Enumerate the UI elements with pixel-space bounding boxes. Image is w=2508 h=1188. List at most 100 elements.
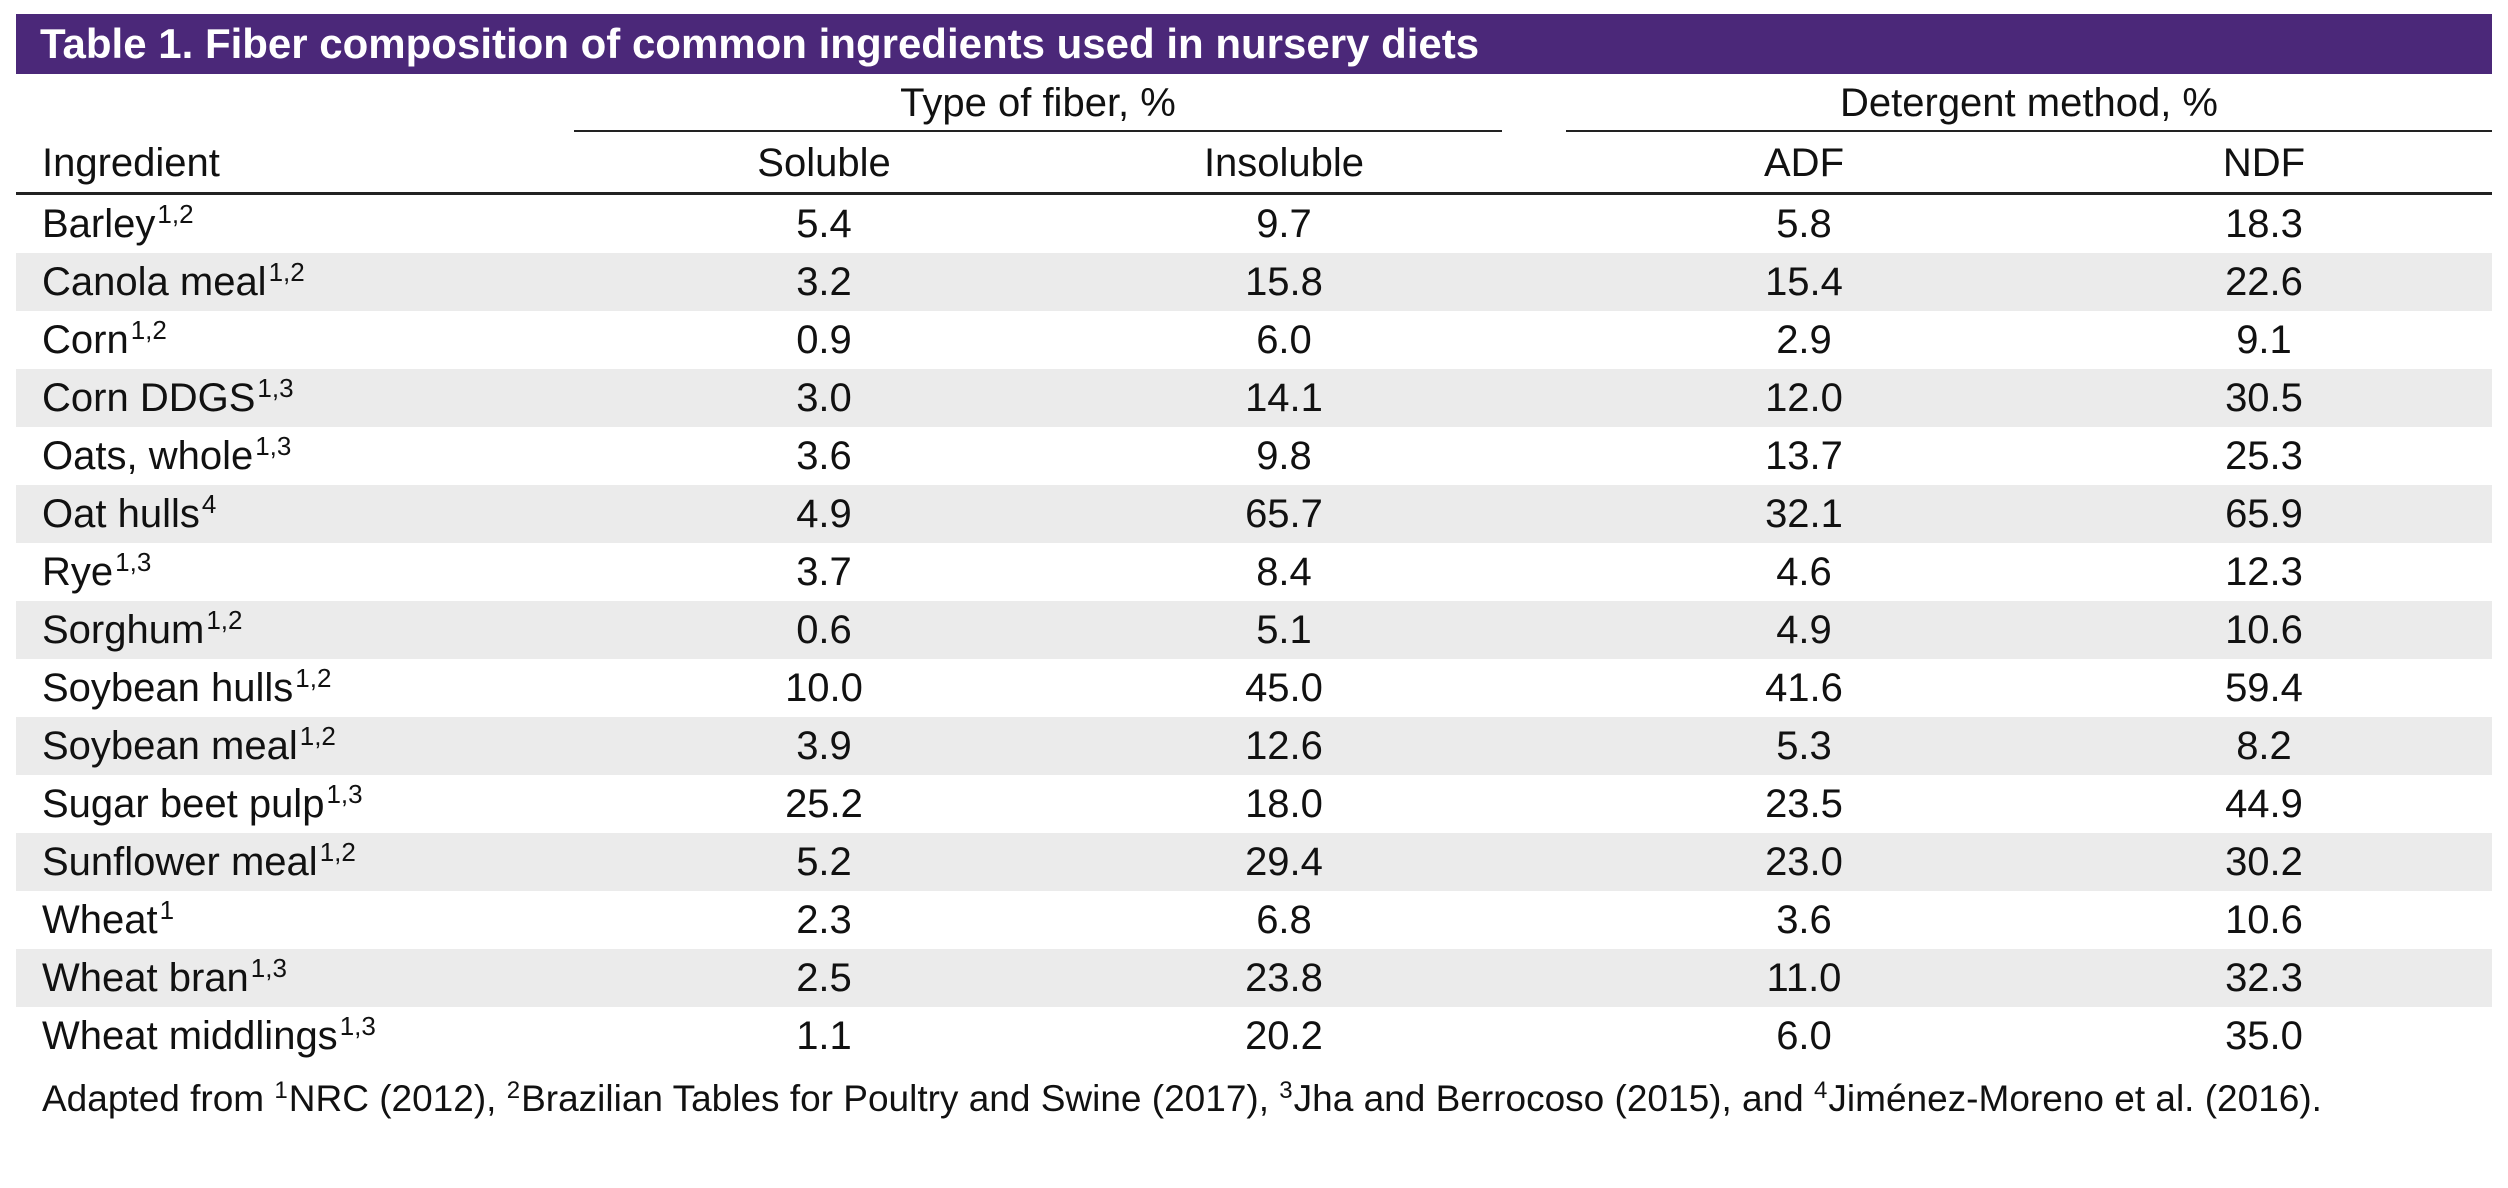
adf-cell: 5.8 [1776,202,1832,246]
adf-cell: 2.9 [1776,318,1832,362]
ingredient-footnote-ref: 1,3 [339,1010,376,1041]
ingredient-footnote-ref: 1,2 [157,198,194,229]
column-header-soluble: Soluble [757,141,891,185]
ndf-cell: 25.3 [2225,434,2303,478]
table-row: Oats, whole1,3 3.6 9.8 13.7 25.3 [16,427,2492,485]
ndf-cell: 10.6 [2225,898,2303,942]
adf-cell: 23.0 [1765,840,1843,884]
ingredient-cell: Canola meal1,2 [42,253,305,311]
soluble-cell: 3.2 [796,260,852,304]
soluble-cell: 3.7 [796,550,852,594]
ndf-cell: 9.1 [2236,318,2292,362]
table-row: Corn1,2 0.9 6.0 2.9 9.1 [16,311,2492,369]
insoluble-cell: 9.8 [1256,434,1312,478]
ingredient-footnote-ref: 4 [201,488,217,519]
table-title: Table 1. Fiber composition of common ing… [16,14,2492,74]
ingredient-cell: Sorghum1,2 [42,601,242,659]
ndf-cell: 12.3 [2225,550,2303,594]
group-rule-type-of-fiber [574,130,1502,132]
adf-cell: 4.9 [1776,608,1832,652]
soluble-cell: 2.5 [796,956,852,1000]
ingredient-name: Sunflower meal [42,840,318,884]
adf-cell: 41.6 [1765,666,1843,710]
footnote-ref-text: Brazilian Tables for Poultry and Swine (… [521,1078,1280,1119]
ingredient-name: Rye [42,550,114,594]
ingredient-cell: Wheat middlings1,3 [42,1007,376,1065]
insoluble-cell: 29.4 [1245,840,1323,884]
group-header-detergent-method: Detergent method, % [1840,81,2218,125]
fiber-table: Ingredient Soluble Insoluble ADF NDF Bar… [16,134,2492,1065]
ndf-cell: 59.4 [2225,666,2303,710]
adf-cell: 23.5 [1765,782,1843,826]
insoluble-cell: 20.2 [1245,1014,1323,1058]
adf-cell: 4.6 [1776,550,1832,594]
ingredient-name: Soybean meal [42,724,298,768]
ingredient-footnote-ref: 1,3 [257,372,294,403]
insoluble-cell: 12.6 [1245,724,1323,768]
table-row: Sunflower meal1,2 5.2 29.4 23.0 30.2 [16,833,2492,891]
table-row: Corn DDGS1,3 3.0 14.1 12.0 30.5 [16,369,2492,427]
ndf-cell: 44.9 [2225,782,2303,826]
table-row: Soybean meal1,2 3.9 12.6 5.3 8.2 [16,717,2492,775]
ingredient-cell: Sunflower meal1,2 [42,833,356,891]
footnote-ref-text: NRC (2012), [288,1078,507,1119]
table-footnote: Adapted from 1NRC (2012), 2Brazilian Tab… [42,1072,2482,1126]
adf-cell: 11.0 [1766,956,1842,1000]
footnote-ref-sup: 4 [1814,1076,1828,1104]
ingredient-name: Wheat [42,898,158,942]
table-row: Canola meal1,2 3.2 15.8 15.4 22.6 [16,253,2492,311]
column-header-adf: ADF [1764,141,1844,185]
ndf-cell: 65.9 [2225,492,2303,536]
insoluble-cell: 18.0 [1245,782,1323,826]
ingredient-footnote-ref: 1,2 [319,836,356,867]
soluble-cell: 2.3 [796,898,852,942]
insoluble-cell: 5.1 [1256,608,1312,652]
table-row: Oat hulls4 4.9 65.7 32.1 65.9 [16,485,2492,543]
soluble-cell: 0.9 [796,318,852,362]
ingredient-name: Barley [42,202,156,246]
ingredient-footnote-ref: 1,3 [115,546,152,577]
ingredient-name: Corn DDGS [42,376,256,420]
ingredient-cell: Corn1,2 [42,311,167,369]
column-header-ndf: NDF [2222,141,2306,185]
ingredient-name: Sugar beet pulp [42,782,325,826]
ingredient-name: Canola meal [42,260,267,304]
ingredient-footnote-ref: 1,2 [299,720,336,751]
ndf-cell: 35.0 [2225,1014,2303,1058]
ingredient-footnote-ref: 1,2 [295,662,332,693]
insoluble-cell: 8.4 [1256,550,1312,594]
ingredient-footnote-ref: 1,2 [130,314,167,345]
ingredient-name: Wheat bran [42,956,249,1000]
ingredient-cell: Sugar beet pulp1,3 [42,775,363,833]
ingredient-name: Oat hulls [42,492,200,536]
insoluble-cell: 14.1 [1245,376,1323,420]
soluble-cell: 3.6 [796,434,852,478]
adf-cell: 6.0 [1776,1014,1832,1058]
ingredient-footnote-ref: 1,3 [255,430,292,461]
ingredient-footnote-ref: 1,2 [206,604,243,635]
insoluble-cell: 9.7 [1256,202,1312,246]
adf-cell: 15.4 [1765,260,1843,304]
soluble-cell: 25.2 [785,782,863,826]
group-rule-detergent-method [1566,130,2492,132]
insoluble-cell: 65.7 [1245,492,1323,536]
ingredient-cell: Soybean hulls1,2 [42,659,331,717]
table-row: Wheat middlings1,3 1.1 20.2 6.0 35.0 [16,1007,2492,1065]
ingredient-cell: Oat hulls4 [42,485,216,543]
footnote-ref-sup: 1 [274,1076,288,1104]
soluble-cell: 3.9 [796,724,852,768]
table-row: Wheat1 2.3 6.8 3.6 10.6 [16,891,2492,949]
footnote-ref-sup: 2 [506,1076,521,1104]
ndf-cell: 8.2 [2236,724,2292,768]
ingredient-name: Sorghum [42,608,205,652]
soluble-cell: 1.1 [796,1014,852,1058]
adf-cell: 32.1 [1765,492,1843,536]
insoluble-cell: 6.0 [1256,318,1312,362]
ndf-cell: 32.3 [2225,956,2303,1000]
adf-cell: 3.6 [1776,898,1832,942]
ingredient-footnote-ref: 1,3 [326,778,363,809]
footnote-ref-text: Jiménez-Moreno et al. (2016). [1828,1078,2322,1119]
ndf-cell: 30.5 [2225,376,2303,420]
ingredient-cell: Oats, whole1,3 [42,427,291,485]
soluble-cell: 10.0 [785,666,863,710]
